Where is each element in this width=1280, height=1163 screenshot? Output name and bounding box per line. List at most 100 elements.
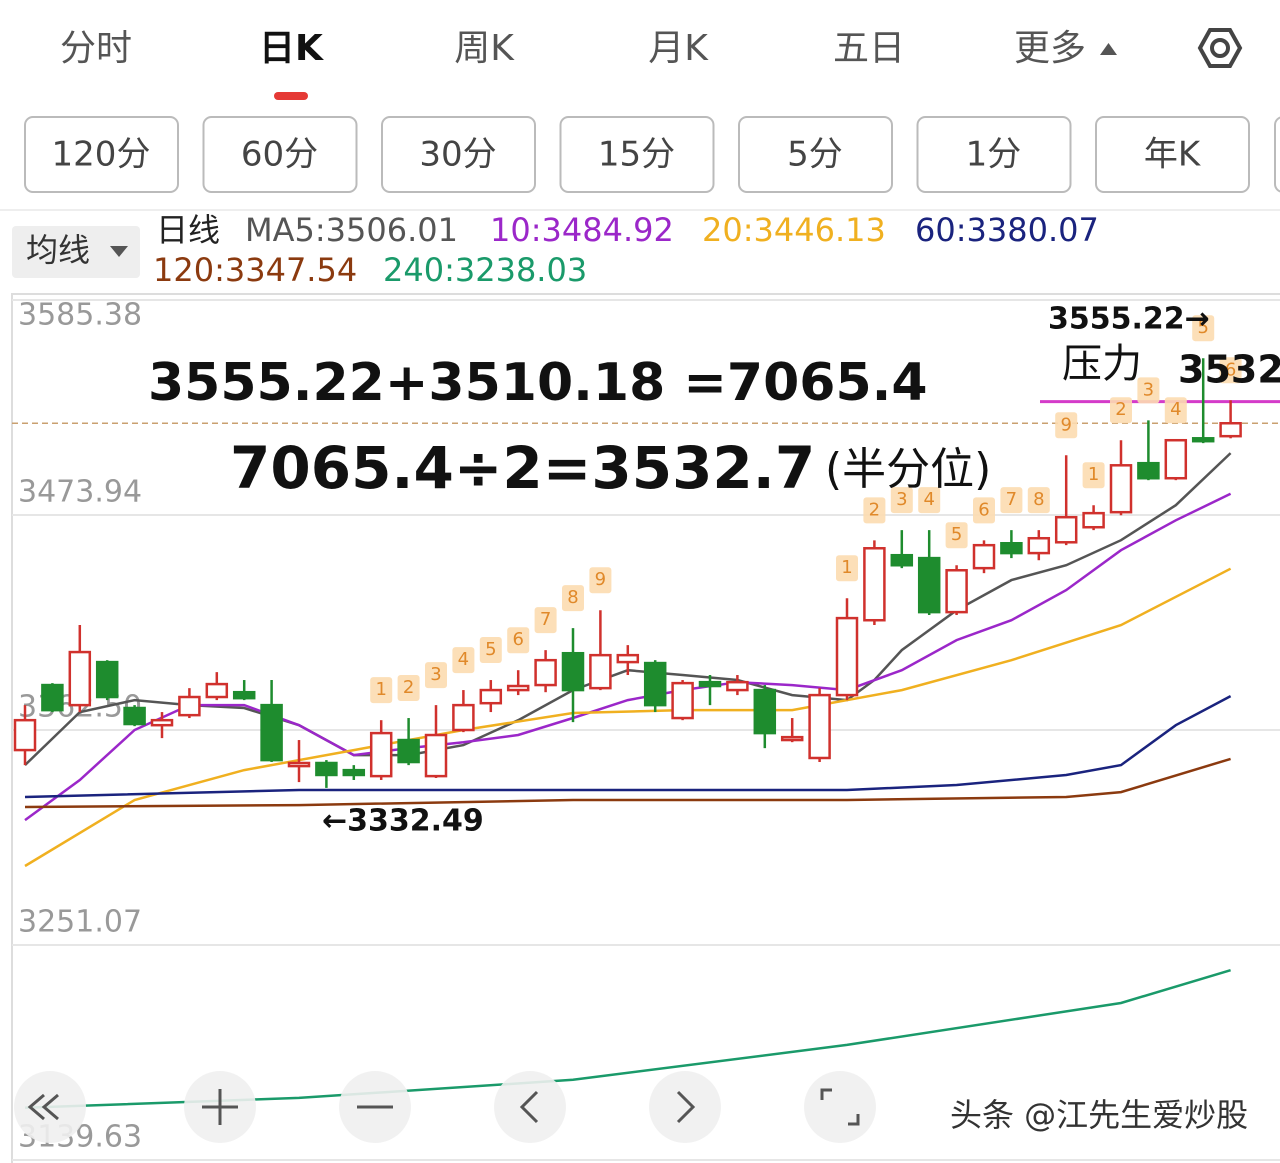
candle-body [808, 693, 831, 760]
td-label: 9 [595, 569, 606, 590]
td-box [370, 677, 393, 704]
sub-tab-box[interactable] [738, 116, 893, 193]
td-label: 6 [1225, 359, 1236, 380]
td-box [507, 627, 530, 654]
td-label: 2 [869, 499, 880, 520]
td-label: 5 [1197, 317, 1208, 338]
candle-body [753, 688, 777, 735]
td-label: 8 [567, 587, 578, 608]
candle-body [342, 768, 366, 777]
candle-body [561, 651, 585, 692]
td-label: 7 [540, 609, 551, 630]
candle-body [506, 684, 530, 692]
candle-body [671, 681, 694, 720]
sub-tab[interactable]: 年K [1144, 135, 1202, 175]
td-label: 8 [1033, 489, 1044, 510]
td-box [425, 662, 447, 689]
candle-body [589, 653, 612, 690]
annotation: 3532 [1178, 348, 1280, 392]
toolbar-button[interactable] [649, 1071, 721, 1143]
sub-tab[interactable]: 1分 [966, 135, 1022, 175]
sub-tab-box[interactable] [381, 116, 536, 193]
td-box [890, 487, 913, 514]
legend-entry: 20:3446.13 [702, 211, 886, 249]
candle-body [972, 543, 996, 570]
sub-tab-box[interactable] [559, 116, 715, 193]
y-tick-label: 3473.94 [18, 475, 142, 510]
candle-body [232, 690, 256, 700]
td-box [945, 522, 968, 549]
candle-body [123, 706, 146, 726]
ma-line [24, 492, 1232, 822]
ma-button-label[interactable]: 均线 [26, 231, 90, 269]
legend-entry: 60:3380.07 [915, 211, 1099, 249]
tab[interactable]: 月K [648, 28, 709, 69]
td-box [562, 585, 584, 612]
watermark: 头条 @江先生爱炒股 [950, 1096, 1248, 1134]
td-box [1082, 462, 1105, 489]
sub-tab-box[interactable] [916, 116, 1072, 193]
candle-body [890, 553, 914, 567]
td-label: 5 [951, 524, 962, 545]
td-box [479, 637, 502, 664]
td-label: 9 [1060, 414, 1071, 435]
toolbar-button[interactable] [494, 1071, 566, 1143]
candle-body [1137, 461, 1160, 480]
td-label: 2 [403, 677, 414, 698]
td-label: 6 [978, 499, 989, 520]
tab[interactable]: 日K [259, 28, 324, 69]
td-box [589, 567, 612, 594]
candle-body [205, 682, 229, 699]
candle-body [452, 703, 475, 732]
td-label: 2 [1115, 399, 1126, 420]
candle-body [287, 761, 311, 768]
td-label: 3 [896, 489, 907, 510]
tab[interactable]: 分时 [60, 28, 132, 69]
sub-tab[interactable]: 15分 [598, 135, 675, 175]
tab[interactable]: 周K [454, 28, 515, 69]
more-arrow [1100, 43, 1117, 55]
annotation: ←3332.49 [322, 804, 484, 839]
td-label: 4 [1170, 399, 1181, 420]
candle-body [917, 556, 941, 614]
sub-tab[interactable]: 60分 [241, 135, 318, 175]
sub-tab-box[interactable] [202, 116, 358, 193]
tab[interactable]: 五日 [833, 28, 905, 69]
settings-icon[interactable] [1197, 28, 1243, 68]
candle-body [1219, 421, 1242, 438]
sub-tab[interactable]: 30分 [419, 135, 496, 175]
sub-tab-box[interactable] [1095, 116, 1250, 193]
sub-tab[interactable]: 120分 [52, 135, 151, 175]
td-box [863, 497, 886, 524]
td-box [1137, 377, 1160, 404]
toolbar-icon [202, 1089, 238, 1125]
ma-button[interactable] [12, 226, 140, 278]
candle-body [424, 733, 448, 778]
td-box [918, 487, 941, 514]
candle-body [1164, 438, 1188, 480]
td-box [534, 607, 557, 634]
td-label: 3 [430, 664, 441, 685]
ma-line [24, 694, 1232, 799]
candle-body [534, 658, 557, 687]
toolbar-button[interactable] [14, 1071, 86, 1143]
sub-tab[interactable]: 5分 [787, 135, 843, 175]
ma-line [24, 757, 1231, 809]
y-tick-label: 3251.07 [18, 904, 142, 939]
candle-body [369, 731, 393, 778]
td-box [397, 675, 420, 702]
legend-entry: 240:3238.03 [383, 251, 587, 289]
candle-body [95, 660, 119, 699]
candle-body [945, 569, 968, 614]
tab[interactable]: 更多 [1014, 28, 1086, 69]
sub-tab-box[interactable] [24, 116, 179, 193]
candle-body [1191, 437, 1215, 443]
plot-area [11, 293, 1280, 1163]
candle-body [726, 680, 749, 692]
toolbar-button[interactable] [804, 1071, 876, 1143]
candle-body [41, 683, 64, 712]
td-label: 6 [512, 629, 523, 650]
ma-line [24, 567, 1232, 868]
td-box [1000, 487, 1023, 514]
